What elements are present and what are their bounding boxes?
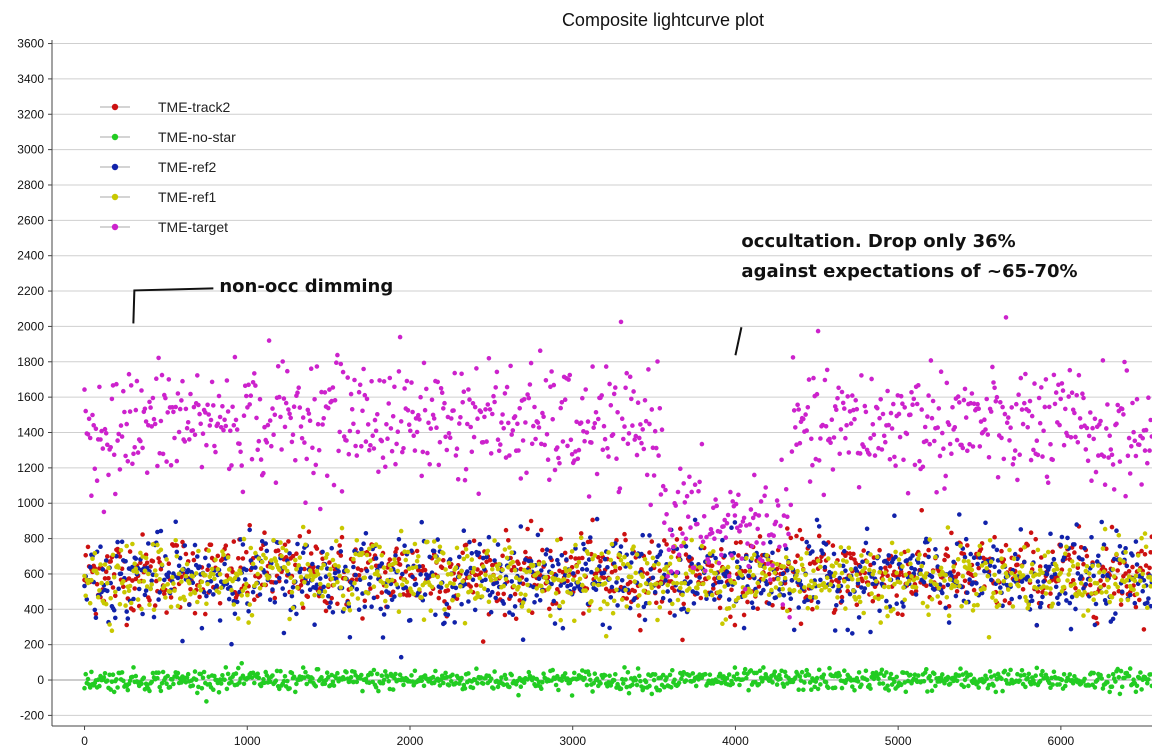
y-tick-label: 600 <box>24 567 44 581</box>
legend-marker <box>111 133 119 141</box>
y-tick-label: 3000 <box>17 143 44 157</box>
y-tick-label: 0 <box>37 673 44 687</box>
legend-label: TME-track2 <box>158 99 231 115</box>
legend: TME-track2 TME-no-star TME-ref2 TME-ref1 TME… <box>100 99 236 235</box>
y-tick-label: 400 <box>24 602 44 616</box>
x-tick-label: 1000 <box>234 734 261 748</box>
y-tick-label: 3600 <box>17 37 44 51</box>
y-tick-label: 200 <box>24 638 44 652</box>
y-tick-label: 2400 <box>17 249 44 263</box>
y-tick-label: 1800 <box>17 355 44 369</box>
legend-item-TME-ref2: TME-ref2 <box>100 159 217 175</box>
legend-item-TME-no-star: TME-no-star <box>100 129 236 145</box>
chart-title: Composite lightcurve plot <box>561 10 765 30</box>
legend-label: TME-target <box>158 219 228 235</box>
y-tick-label: 1400 <box>17 426 44 440</box>
y-tick-label: 3200 <box>17 107 44 121</box>
legend-item-TME-ref1: TME-ref1 <box>100 189 217 205</box>
series-TME-no-star <box>82 660 1152 704</box>
x-tick-label: 0 <box>81 734 88 748</box>
x-tick-label: 6000 <box>1048 734 1075 748</box>
legend-label: TME-ref1 <box>158 189 217 205</box>
data-series <box>82 315 1152 704</box>
annotation-occultation-line1: occultation. Drop only 36% <box>741 231 1016 253</box>
y-tick-label: 1600 <box>17 390 44 404</box>
legend-label: TME-ref2 <box>158 159 217 175</box>
x-tick-label: 5000 <box>885 734 912 748</box>
y-tick-label: 2600 <box>17 213 44 227</box>
y-tick-label: 2800 <box>17 178 44 192</box>
legend-marker <box>111 103 119 111</box>
y-tick-label: 800 <box>24 532 44 546</box>
series-TME-track2 <box>82 508 1152 644</box>
y-tick-label: 1000 <box>17 496 44 510</box>
annotation-occultation-line2: against expectations of ~65-70% <box>741 261 1078 283</box>
y-tick-label: 2000 <box>17 319 44 333</box>
pointer-non-occ-dimming <box>132 287 214 324</box>
legend-marker <box>111 223 119 231</box>
annotation-non-occ-dimming: non-occ dimming <box>219 276 394 298</box>
y-tick-label: -200 <box>20 708 44 722</box>
legend-label: TME-no-star <box>158 129 236 145</box>
legend-marker <box>111 193 119 201</box>
legend-item-TME-target: TME-target <box>100 219 228 235</box>
legend-item-TME-track2: TME-track2 <box>100 99 231 115</box>
x-tick-label: 3000 <box>559 734 586 748</box>
series-points-TME-no-star <box>82 660 1152 704</box>
y-tick-label: 1200 <box>17 461 44 475</box>
x-tick-label: 4000 <box>722 734 749 748</box>
y-tick-label: 2200 <box>17 284 44 298</box>
annotation-pointers <box>132 287 743 356</box>
x-tick-label: 2000 <box>397 734 424 748</box>
legend-marker <box>111 163 119 171</box>
pointer-occultation <box>734 327 743 356</box>
series-points-TME-track2 <box>82 508 1152 644</box>
axes: -200 0 200 400 600 800 1000 1200 1400 1600 1800 200… <box>17 37 1152 748</box>
series-points-TME-ref1 <box>82 524 1152 640</box>
y-tick-label: 3400 <box>17 72 44 86</box>
series-TME-ref1 <box>82 524 1152 640</box>
